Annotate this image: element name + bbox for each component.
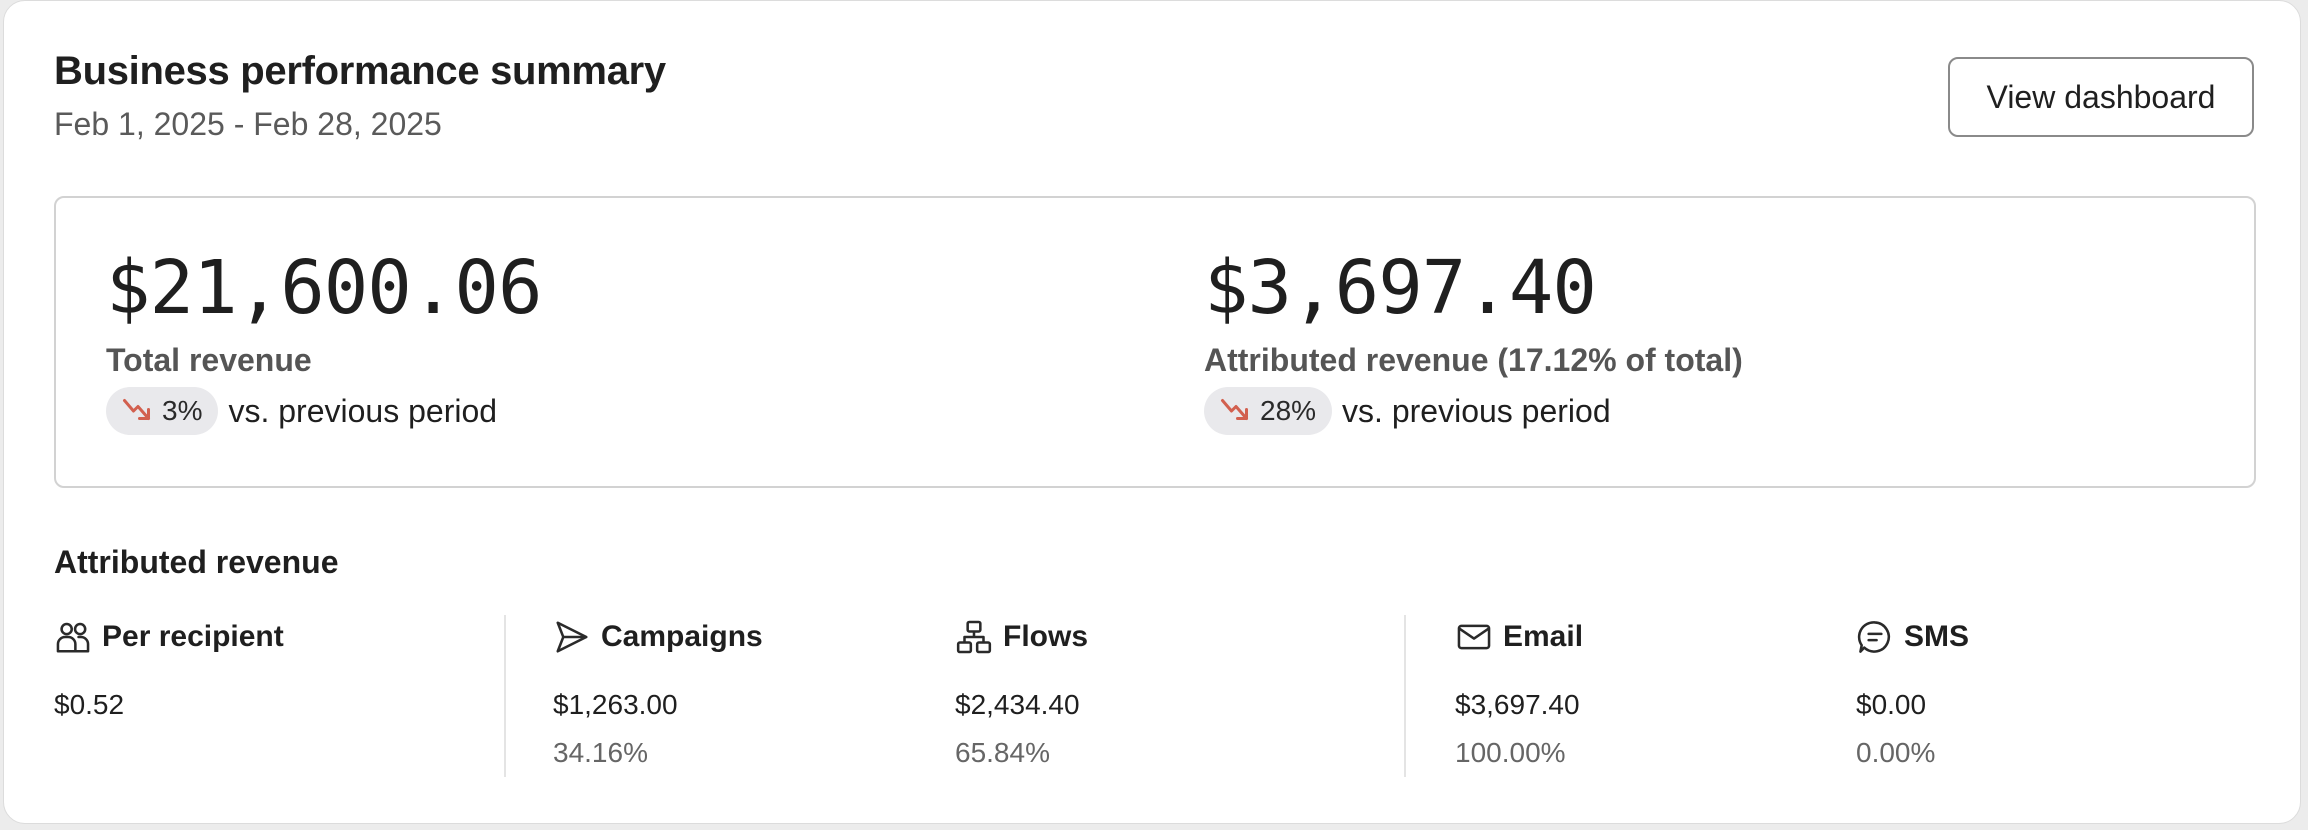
per-recipient-value: $0.52: [54, 689, 125, 720]
total-revenue-metric: $21,600.06 Total revenue 3% vs. previous…: [106, 245, 543, 435]
sms-value: $0.00: [1856, 689, 1927, 720]
flows-stat: Flows $2,434.40 65.84%: [955, 617, 1089, 768]
trend-badge: 3%: [106, 387, 219, 435]
attributed-revenue-delta-row: 28% vs. previous period: [1204, 387, 1743, 435]
email-value: $3,697.40: [1455, 689, 1580, 720]
attributed-revenue-metric: $3,697.40 Attributed revenue (17.12% of …: [1204, 246, 1743, 435]
page-title: Business performance summary: [54, 49, 666, 93]
email-label: Email: [1503, 620, 1584, 653]
sms-percent: 0.00%: [1856, 737, 1936, 768]
divider: [1404, 615, 1406, 777]
flows-label: Flows: [1003, 620, 1089, 653]
per-recipient-label: Per recipient: [102, 620, 284, 653]
send-icon: [556, 621, 588, 653]
per-recipient-stat: Per recipient $0.52: [54, 617, 284, 720]
attributed-revenue-value: $3,697.40: [1204, 245, 1597, 331]
trend-down-icon: [1221, 399, 1248, 420]
campaigns-percent: 34.16%: [553, 737, 648, 768]
revenue-summary-box: $21,600.06 Total revenue 3% vs. previous…: [54, 196, 2256, 488]
attributed-revenue-label: Attributed revenue (17.12% of total): [1204, 342, 1743, 378]
email-percent: 100.00%: [1455, 737, 1566, 768]
campaigns-stat: Campaigns $1,263.00 34.16%: [553, 617, 763, 768]
trend-badge: 28%: [1204, 387, 1333, 435]
attributed-revenue-section-title: Attributed revenue: [54, 544, 339, 580]
sms-icon: [1857, 621, 1891, 653]
date-range: Feb 1, 2025 - Feb 28, 2025: [54, 106, 442, 142]
total-revenue-delta-row: 3% vs. previous period: [106, 387, 542, 435]
view-dashboard-button[interactable]: View dashboard: [1948, 57, 2254, 137]
delta-comparison-text: vs. previous period: [1342, 392, 1611, 429]
sms-label: SMS: [1904, 620, 1970, 653]
email-icon: [1457, 624, 1491, 650]
campaigns-value: $1,263.00: [553, 689, 678, 720]
campaigns-label: Campaigns: [601, 620, 763, 653]
flow-icon: [956, 620, 992, 654]
performance-summary-card: Business performance summary Feb 1, 2025…: [3, 0, 2301, 824]
flows-value: $2,434.40: [955, 689, 1080, 720]
trend-down-icon: [123, 399, 150, 420]
email-stat: Email $3,697.40 100.00%: [1455, 617, 1584, 768]
people-icon: [56, 622, 90, 653]
sms-stat: SMS $0.00 0.00%: [1856, 617, 1970, 768]
attributed-revenue-delta: 28%: [1260, 395, 1317, 426]
delta-comparison-text: vs. previous period: [228, 392, 498, 429]
total-revenue-value: $21,600.06: [106, 245, 543, 331]
total-revenue-label: Total revenue: [106, 342, 312, 378]
flows-percent: 65.84%: [955, 737, 1050, 768]
divider: [504, 615, 506, 777]
total-revenue-delta: 3%: [162, 395, 203, 426]
